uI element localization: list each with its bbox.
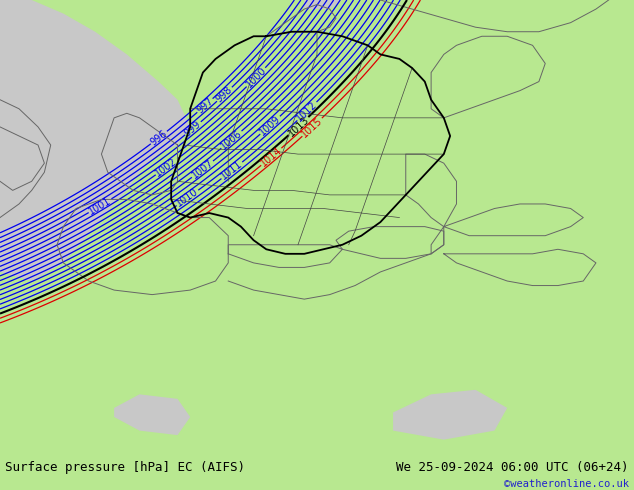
Text: 997: 997: [195, 96, 215, 116]
Text: 1014: 1014: [259, 145, 284, 169]
Text: Surface pressure [hPa] EC (AIFS): Surface pressure [hPa] EC (AIFS): [5, 461, 245, 474]
Text: 1011: 1011: [219, 159, 245, 182]
Text: 1009: 1009: [257, 113, 283, 137]
Polygon shape: [304, 0, 342, 9]
Text: 1000: 1000: [244, 65, 268, 90]
Text: 998: 998: [214, 84, 235, 104]
Text: 996: 996: [148, 128, 169, 147]
Polygon shape: [0, 0, 190, 281]
Text: 1013: 1013: [286, 114, 311, 138]
Polygon shape: [114, 394, 190, 435]
Text: 1002: 1002: [153, 156, 179, 178]
Text: ©weatheronline.co.uk: ©weatheronline.co.uk: [504, 480, 629, 490]
Text: 1006: 1006: [219, 128, 244, 151]
Text: We 25-09-2024 06:00 UTC (06+24): We 25-09-2024 06:00 UTC (06+24): [396, 461, 629, 474]
Text: 1007: 1007: [190, 158, 216, 181]
Polygon shape: [393, 390, 507, 440]
Text: 1010: 1010: [174, 187, 200, 209]
Text: 1015: 1015: [300, 115, 325, 139]
Text: 1001: 1001: [87, 195, 113, 217]
Text: 999: 999: [183, 119, 204, 138]
Text: 1012: 1012: [295, 99, 320, 123]
